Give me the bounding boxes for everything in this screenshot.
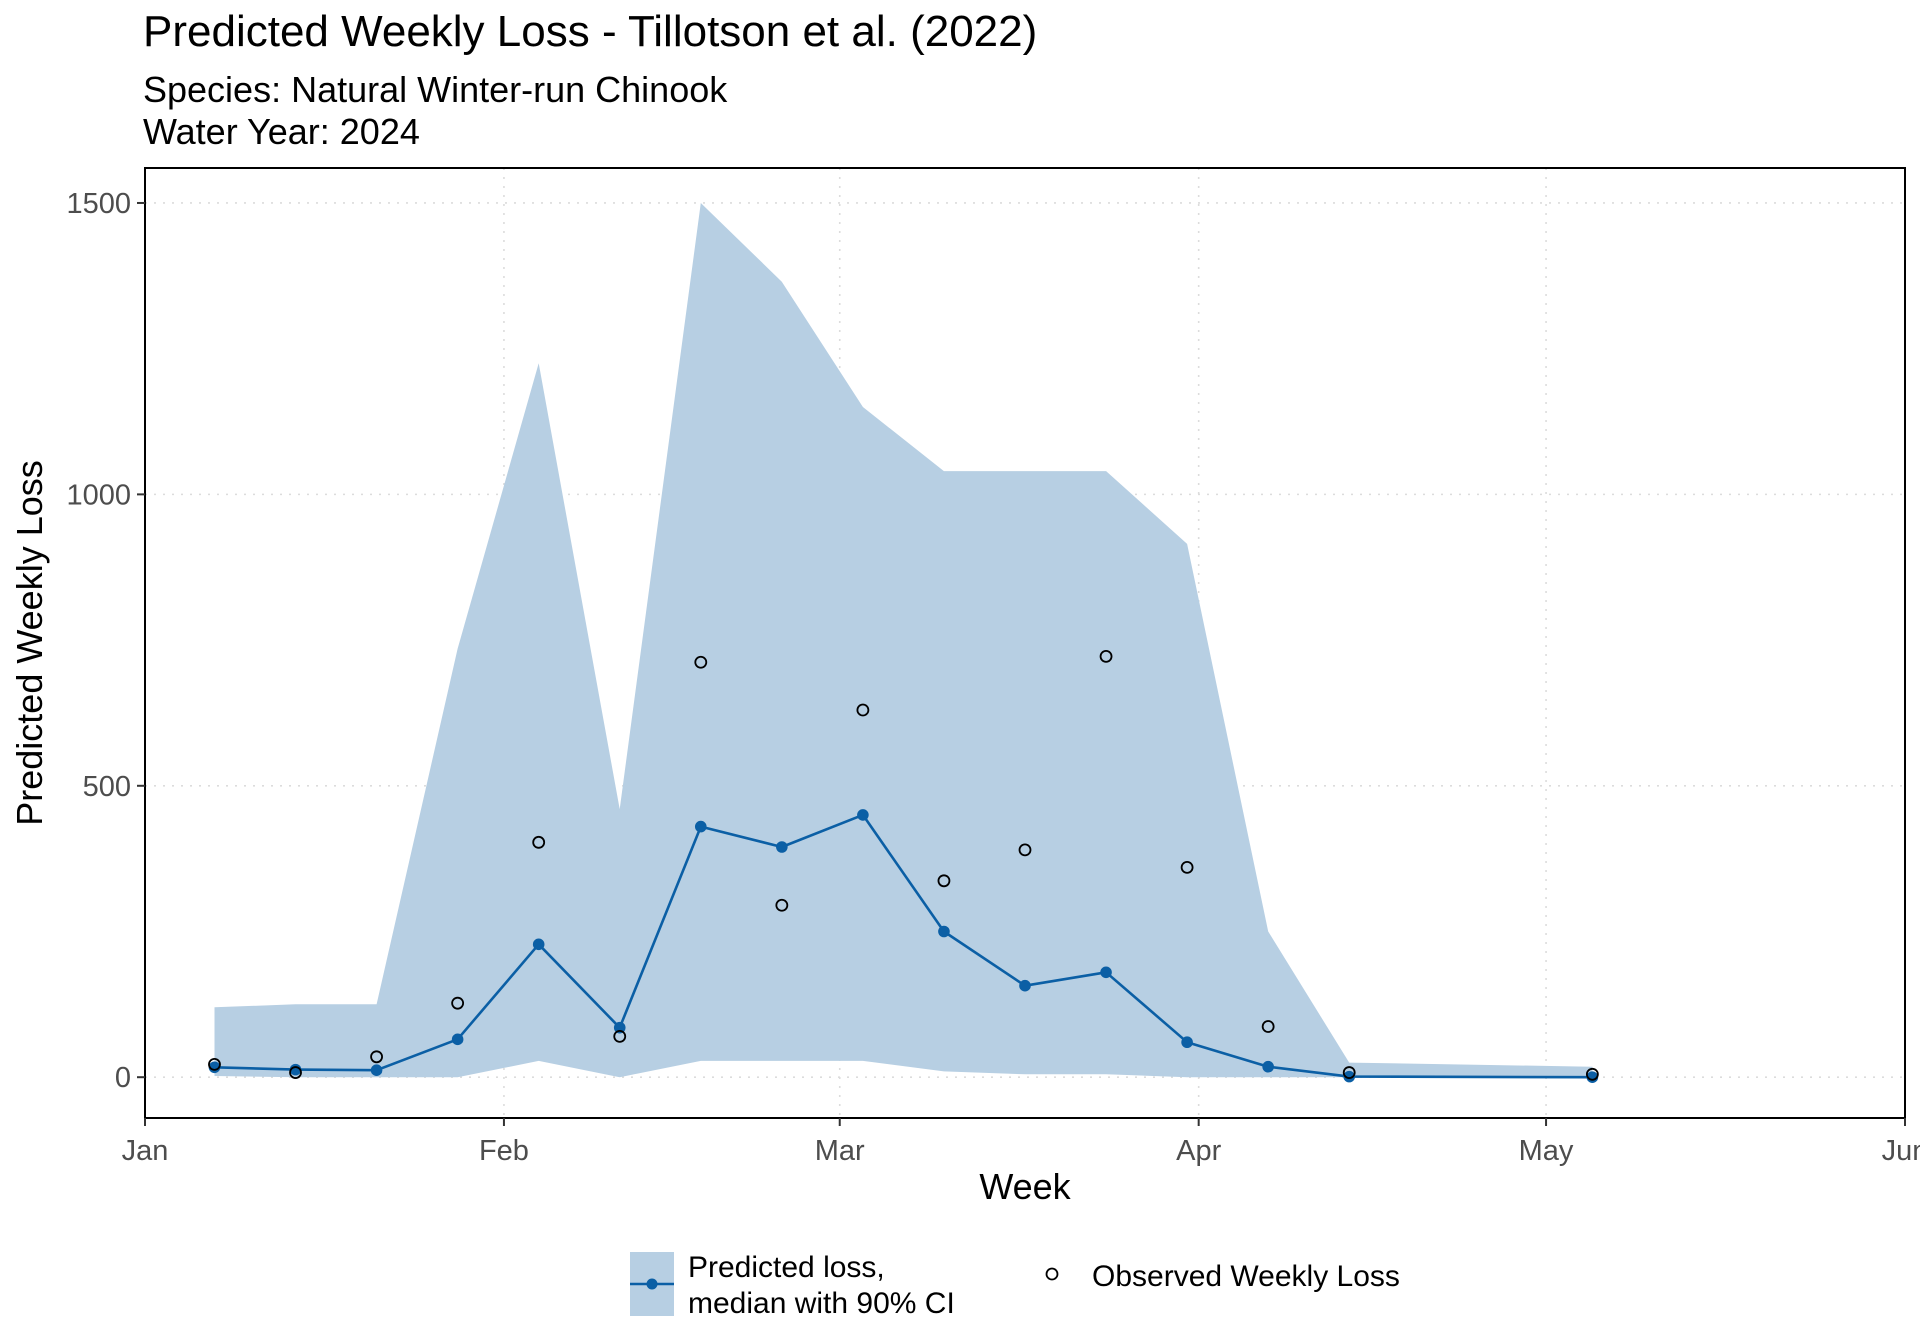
median-point [1019,979,1031,992]
median-point [370,1064,383,1077]
y-tick-label: 1000 [66,479,131,511]
x-axis: Jan Feb Mar Apr May Jun [122,1118,1920,1167]
median-point [694,820,707,833]
legend: Predicted loss, median with 90% CI Obser… [630,1251,1400,1320]
legend-label-observed: Observed Weekly Loss [1092,1260,1400,1293]
x-axis-title: Week [979,1166,1071,1207]
plot-panel-border [144,167,1906,1119]
observed-point [208,1057,221,1071]
legend-key-observed [1045,1267,1059,1281]
legend-key-predicted [630,1252,674,1316]
observed-point [856,703,870,717]
observed-point [937,874,951,888]
y-tick-label: 0 [115,1062,131,1094]
observed-point [1585,1067,1599,1081]
observed-point [1180,860,1194,874]
median-point [1586,1071,1599,1084]
observed-points-layer [208,650,1599,1081]
median-point [938,925,950,938]
median-point [289,1063,302,1076]
median-point [1262,1060,1274,1073]
ci-band-layer [214,203,1593,1078]
legend-key-point [646,1278,658,1290]
median-point [532,938,545,951]
median-point [1181,1036,1193,1049]
y-tick-label: 500 [83,771,131,803]
x-tick-label: Apr [1176,1135,1221,1167]
x-tick-label: Jun [1882,1135,1920,1167]
observed-point [289,1066,302,1079]
observed-point [775,898,789,912]
observed-point [1099,650,1113,663]
observed-point [532,835,546,849]
median-point [1343,1070,1356,1083]
median-line [214,813,1593,1079]
chart-title: Predicted Weekly Loss - Tillotson et al.… [143,7,1037,56]
x-tick-label: Feb [479,1135,529,1167]
ci-band [214,203,1593,1078]
chart-subtitle-water-year: Water Year: 2024 [143,111,420,152]
x-tick-label: May [1519,1135,1574,1167]
observed-point [370,1050,383,1064]
observed-point [1018,843,1032,857]
x-tick-label: Mar [815,1135,865,1167]
median-point [857,809,869,821]
chart-subtitle-species: Species: Natural Winter-run Chinook [143,69,728,110]
median-point [1100,966,1112,979]
legend-label-predicted: Predicted loss, median with 90% CI [688,1251,955,1320]
observed-point [1261,1020,1275,1033]
legend-label-predicted-line-2: median with 90% CI [688,1287,955,1320]
observed-point [1342,1066,1356,1079]
observed-point [451,996,465,1010]
median-point [613,1021,626,1034]
y-tick-label: 1500 [66,188,131,220]
y-axis: 0 500 1000 1500 [66,188,145,1094]
observed-point [694,655,708,669]
median-point [208,1061,221,1074]
y-axis-title: Predicted Weekly Loss [9,460,50,826]
median-point [451,1033,464,1046]
observed-point [613,1030,627,1043]
median-line-layer [208,809,1599,1084]
median-point [776,841,788,853]
x-tick-label: Jan [122,1135,169,1167]
legend-label-predicted-line-1: Predicted loss, [688,1251,885,1284]
